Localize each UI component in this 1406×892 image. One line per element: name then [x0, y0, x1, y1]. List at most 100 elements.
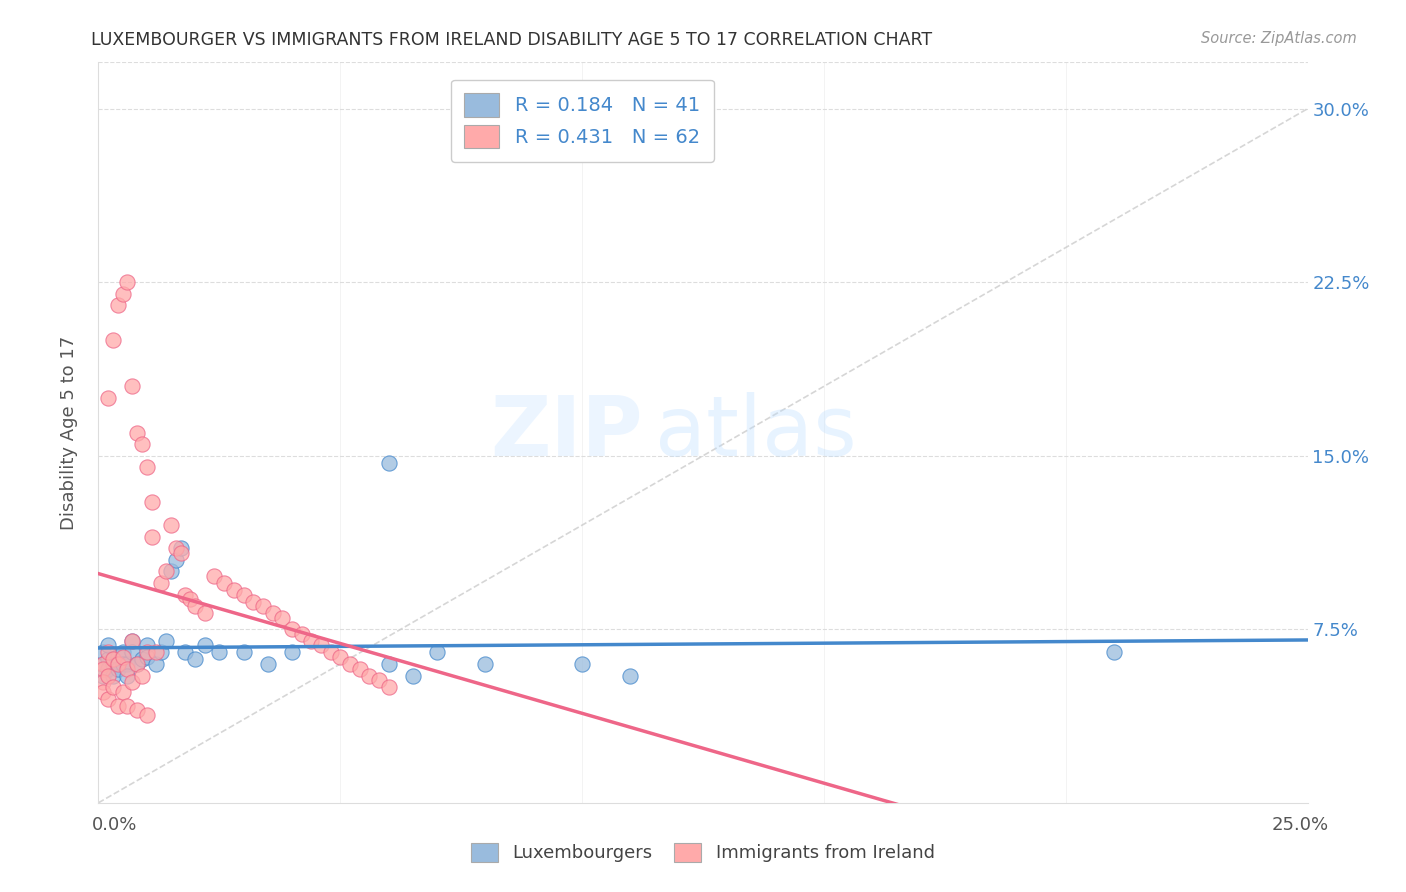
Point — [155, 565, 177, 579]
Point — [150, 645, 173, 659]
Point — [571, 657, 593, 671]
Point — [165, 553, 187, 567]
Point — [121, 379, 143, 393]
Point — [169, 546, 191, 560]
Point — [141, 495, 163, 509]
Point — [377, 657, 399, 671]
Point — [377, 456, 399, 470]
Point — [169, 541, 191, 556]
Point — [97, 668, 120, 682]
Point — [619, 668, 641, 682]
Point — [299, 633, 322, 648]
Point — [117, 657, 139, 671]
Point — [111, 286, 134, 301]
Point — [271, 610, 294, 624]
Point — [117, 698, 139, 713]
Point — [135, 650, 157, 665]
Point — [309, 639, 332, 653]
Point — [155, 633, 177, 648]
Point — [204, 569, 226, 583]
Point — [101, 333, 124, 347]
Point — [117, 662, 139, 676]
Point — [127, 657, 149, 671]
Text: LUXEMBOURGER VS IMMIGRANTS FROM IRELAND DISABILITY AGE 5 TO 17 CORRELATION CHART: LUXEMBOURGER VS IMMIGRANTS FROM IRELAND … — [91, 31, 932, 49]
Point — [242, 594, 264, 608]
Point — [359, 668, 381, 682]
Point — [121, 675, 143, 690]
Point — [208, 645, 231, 659]
Point — [97, 639, 120, 653]
Point — [212, 576, 235, 591]
Y-axis label: Disability Age 5 to 17: Disability Age 5 to 17 — [59, 335, 77, 530]
Point — [319, 645, 342, 659]
Point — [252, 599, 274, 614]
Point — [184, 652, 207, 666]
Point — [107, 657, 129, 671]
Point — [107, 662, 129, 676]
Point — [160, 518, 183, 533]
Text: 25.0%: 25.0% — [1271, 816, 1329, 834]
Point — [101, 652, 124, 666]
Point — [107, 698, 129, 713]
Point — [111, 645, 134, 659]
Point — [97, 391, 120, 405]
Point — [111, 657, 134, 671]
Point — [165, 541, 187, 556]
Point — [402, 668, 425, 682]
Point — [145, 645, 167, 659]
Point — [174, 588, 197, 602]
Point — [111, 685, 134, 699]
Point — [329, 650, 352, 665]
Point — [368, 673, 391, 688]
Text: atlas: atlas — [655, 392, 856, 473]
Point — [349, 662, 371, 676]
Point — [194, 639, 217, 653]
Point — [91, 657, 114, 671]
Point — [127, 425, 149, 440]
Legend: R = 0.184   N = 41, R = 0.431   N = 62: R = 0.184 N = 41, R = 0.431 N = 62 — [451, 79, 713, 162]
Point — [194, 606, 217, 620]
Point — [101, 657, 124, 671]
Point — [91, 675, 114, 690]
Point — [117, 668, 139, 682]
Point — [101, 668, 124, 682]
Point — [107, 650, 129, 665]
Point — [107, 298, 129, 312]
Point — [91, 685, 114, 699]
Point — [377, 680, 399, 694]
Point — [281, 622, 304, 636]
Point — [135, 707, 157, 722]
Point — [135, 460, 157, 475]
Point — [121, 633, 143, 648]
Point — [131, 652, 153, 666]
Point — [179, 592, 201, 607]
Point — [97, 652, 120, 666]
Text: ZIP: ZIP — [491, 392, 643, 473]
Point — [281, 645, 304, 659]
Point — [145, 657, 167, 671]
Point — [121, 645, 143, 659]
Point — [131, 668, 153, 682]
Point — [131, 437, 153, 451]
Point — [262, 606, 284, 620]
Point — [232, 588, 254, 602]
Point — [111, 650, 134, 665]
Point — [91, 657, 114, 671]
Point — [101, 680, 124, 694]
Point — [121, 633, 143, 648]
Point — [97, 645, 120, 659]
Point — [91, 645, 114, 659]
Point — [97, 662, 120, 676]
Point — [290, 627, 312, 641]
Point — [97, 691, 120, 706]
Point — [150, 576, 173, 591]
Point — [222, 582, 245, 597]
Point — [127, 657, 149, 671]
Point — [135, 645, 157, 659]
Point — [474, 657, 496, 671]
Point — [91, 668, 114, 682]
Text: Source: ZipAtlas.com: Source: ZipAtlas.com — [1201, 31, 1357, 46]
Point — [426, 645, 449, 659]
Point — [339, 657, 361, 671]
Point — [141, 530, 163, 544]
